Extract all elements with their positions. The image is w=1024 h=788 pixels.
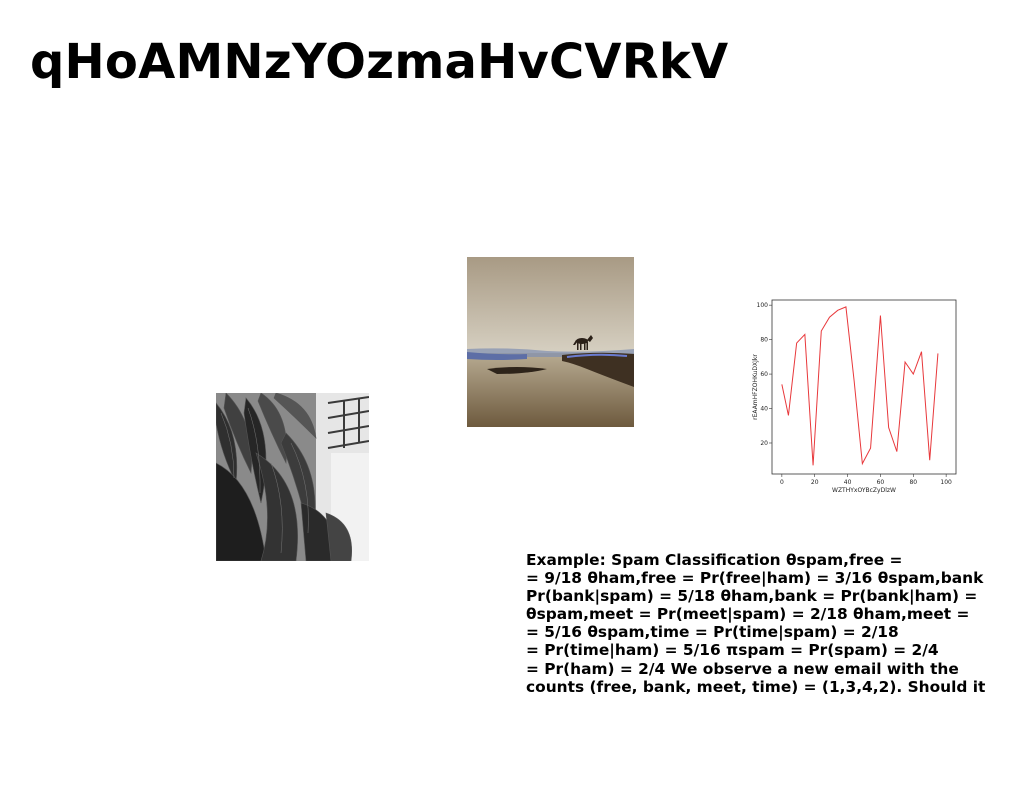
body-text-line: = Pr(ham) = 2/4 We observe a new email w…	[526, 659, 959, 678]
y-axis-label: rEAAmHFZOHKuDXJkr	[752, 354, 759, 420]
slide-title: qHoAMNzYOzmaHvCVRkV	[30, 34, 729, 90]
body-text-line: = 9/18 θham,free = Pr(free|ham) = 3/16 θ…	[526, 569, 984, 588]
wolf-landscape-photo	[467, 257, 634, 427]
x-tick-label: 0	[780, 479, 784, 486]
body-text-line: counts (free, bank, meet, time) = (1,3,4…	[526, 677, 986, 696]
y-tick-label: 40	[760, 406, 768, 413]
series-line	[781, 306, 939, 466]
y-tick-label: 80	[760, 337, 768, 344]
y-tick-label: 20	[760, 440, 768, 447]
x-tick-label: 60	[877, 479, 885, 486]
line-chart: 0 20 40 60 80 100 20 40 60 80 100 WZTHYxOYBcZyDlz…	[743, 294, 967, 498]
x-tick-label: 40	[844, 479, 852, 486]
x-tick-label: 100	[940, 479, 952, 486]
body-text-line: Pr(bank|spam) = 5/18 θham,bank = Pr(bank…	[526, 587, 978, 606]
plot-area	[771, 299, 957, 475]
slide-body-text: Example: Spam Classification θspam,free …	[526, 551, 1022, 696]
x-tick-label: 20	[811, 479, 819, 486]
y-tick-label: 100	[757, 302, 769, 309]
body-text-line: Example: Spam Classification θspam,free …	[526, 551, 903, 569]
body-text-line: = 5/16 θspam,time = Pr(time|spam) = 2/18	[526, 623, 899, 642]
body-text-line: θspam,meet = Pr(meet|spam) = 2/18 θham,m…	[526, 605, 970, 624]
plants-photo	[216, 393, 369, 561]
x-axis-label: WZTHYxOYBcZyDlzW	[832, 487, 896, 494]
body-text-line: = Pr(time|ham) = 5/16 πspam = Pr(spam) =…	[526, 641, 939, 660]
y-tick-label: 60	[760, 371, 768, 378]
x-tick-label: 80	[909, 479, 917, 486]
